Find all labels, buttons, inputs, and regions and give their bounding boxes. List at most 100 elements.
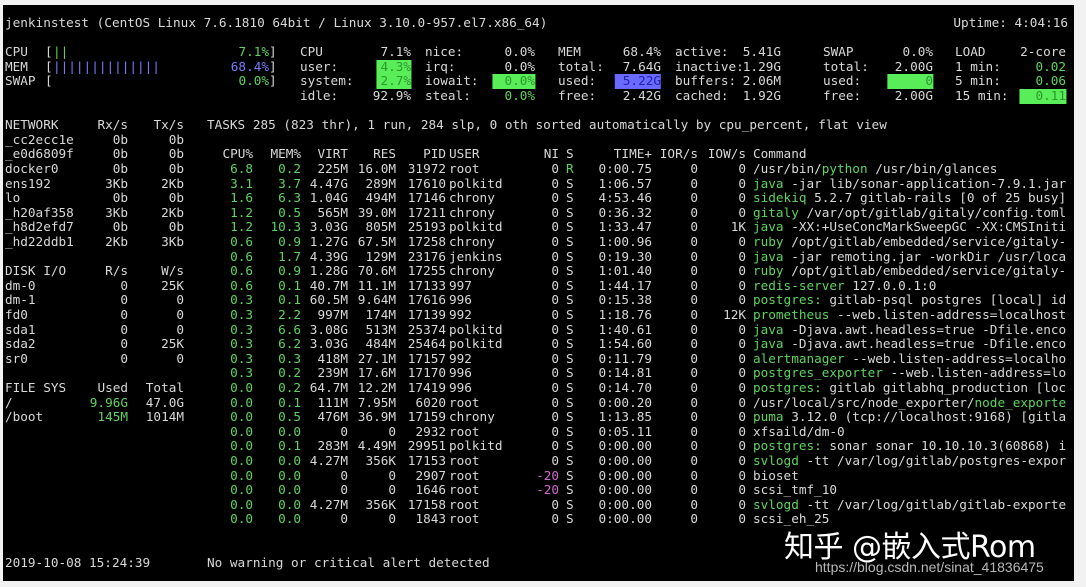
process-io-write: 0 <box>738 511 746 527</box>
network-row-col1: 0b <box>112 146 128 162</box>
process-mem-percent: 0.0 <box>278 482 301 498</box>
process-io-read: 0 <box>690 511 698 527</box>
process-mem-percent: 0.0 <box>278 467 301 483</box>
process-time: 1:13.85 <box>598 409 652 425</box>
mem-active-value: 5.41G <box>742 44 781 60</box>
process-mem-percent: 3.7 <box>278 175 301 191</box>
process-user: chrony <box>449 190 495 206</box>
process-command: java -jar lib/sonar-application-7.9.1.ja… <box>753 175 1067 192</box>
process-nice: 0 <box>551 219 559 235</box>
process-nice: 0 <box>551 190 559 206</box>
process-cpu-percent: 0.3 <box>230 321 253 337</box>
command-text: xfsaild/dm-0 <box>753 423 845 439</box>
process-state: S <box>566 423 574 439</box>
quicklook-cpu-value: 7.1% <box>238 44 269 60</box>
process-mem-percent: 0.1 <box>278 292 301 308</box>
process-time: 1:06.57 <box>598 175 652 191</box>
command-text: scsi_tmf_10 <box>753 482 838 498</box>
cpu-user-label: user: <box>300 58 339 74</box>
process-state: S <box>566 380 574 395</box>
command-text: -Djava.awt.headless=true -Dfile.enco <box>783 321 1067 337</box>
command-text: sonar sonar 10.10.10.3(60868) i <box>821 438 1067 454</box>
quicklook-swap-label: SWAP <box>5 73 36 89</box>
process-res: 70.6M <box>357 263 396 279</box>
mem-used-value: 5.22G <box>614 74 661 89</box>
network-header-col2: Tx/s <box>153 117 184 133</box>
process-io-write: 0 <box>738 321 746 337</box>
process-io-read: 0 <box>690 380 698 395</box>
process-res: 513M <box>365 321 396 337</box>
process-cpu-percent: 0.0 <box>230 438 253 454</box>
process-command: scsi_tmf_10 <box>753 482 838 498</box>
cpu-idle-value: 92.9% <box>372 88 411 103</box>
diskio-header-col2: W/s <box>161 263 184 279</box>
process-user: 996 <box>449 380 472 395</box>
footer-alert: No warning or critical alert detected <box>207 555 490 571</box>
process-res: 356K <box>365 496 396 512</box>
process-pid: 25193 <box>407 219 446 235</box>
process-header-virt: VIRT <box>317 146 348 162</box>
process-user: chrony <box>449 263 495 279</box>
process-virt: 4.39G <box>309 248 348 264</box>
process-mem-percent: 0.2 <box>278 161 301 176</box>
process-nice: 0 <box>551 438 559 454</box>
process-res: 129M <box>365 248 396 264</box>
process-user: 997 <box>449 277 472 293</box>
load-15min-label: 15 min: <box>955 88 1009 103</box>
process-nice: -20 <box>536 482 559 498</box>
mem-buffers-value: 2.06M <box>742 73 781 89</box>
process-cpu-percent: 0.3 <box>230 292 253 308</box>
cpu-steal-label: steal: <box>425 88 471 103</box>
filesys-header-col2: Total <box>145 380 184 395</box>
process-mem-percent: 0.5 <box>278 204 301 220</box>
cpu-title: CPU <box>300 44 323 60</box>
process-cpu-percent: 0.0 <box>230 496 253 512</box>
process-io-read: 0 <box>690 234 698 249</box>
process-time: 0:00.00 <box>598 511 652 527</box>
process-mem-percent: 0.3 <box>278 350 301 366</box>
process-mem-percent: 0.0 <box>278 453 301 468</box>
network-row-name: lo <box>5 190 21 206</box>
mem-buffers-label: buffers: <box>675 73 737 89</box>
load-5min-label: 5 min: <box>955 73 1001 89</box>
process-time: 0:00.00 <box>598 482 652 498</box>
process-state: S <box>566 350 574 366</box>
process-res: 0 <box>388 482 396 498</box>
process-command: /usr/bin/python /usr/bin/glances <box>753 161 997 177</box>
process-pid: 17157 <box>407 350 446 366</box>
process-state: S <box>566 496 574 512</box>
network-row-col1: 0b <box>112 219 128 235</box>
command-text: -jar lib/sonar-application-7.9.1.jar <box>783 175 1067 191</box>
process-nice: 0 <box>551 380 559 395</box>
process-cpu-percent: 0.6 <box>230 277 253 293</box>
process-time: 0:00.20 <box>598 394 652 410</box>
process-virt: 0 <box>340 467 348 483</box>
quicklook-cpu-label: CPU <box>5 44 28 60</box>
command-program: java <box>753 175 784 191</box>
mem-free-value: 2.42G <box>622 88 661 103</box>
swap-free-label: free: <box>823 88 862 103</box>
command-program: sidekiq <box>753 190 807 206</box>
process-io-write: 0 <box>738 336 746 352</box>
process-io-read: 0 <box>690 482 698 498</box>
process-time: 1:33.47 <box>598 219 652 235</box>
process-io-read: 0 <box>690 394 698 410</box>
process-res: 27.1M <box>357 350 396 366</box>
process-pid: 17211 <box>407 204 446 220</box>
process-virt: 3.03G <box>309 219 348 235</box>
process-cpu-percent: 0.0 <box>230 482 253 498</box>
process-cpu-percent: 0.6 <box>230 248 253 264</box>
process-mem-percent: 6.2 <box>278 336 301 352</box>
process-header-io-write: IOW/s <box>707 146 746 162</box>
process-io-write: 0 <box>738 234 746 249</box>
process-user: polkitd <box>449 438 503 454</box>
command-program: postgres: <box>753 292 822 308</box>
network-header-col1: Rx/s <box>97 117 128 133</box>
command-program: svlogd <box>753 453 799 468</box>
process-io-write: 0 <box>738 350 746 366</box>
process-command: xfsaild/dm-0 <box>753 423 845 440</box>
process-state: S <box>566 365 574 381</box>
process-res: 289M <box>365 175 396 191</box>
cpu-nice-value: 0.0% <box>504 44 535 60</box>
process-mem-percent: 0.0 <box>278 496 301 512</box>
